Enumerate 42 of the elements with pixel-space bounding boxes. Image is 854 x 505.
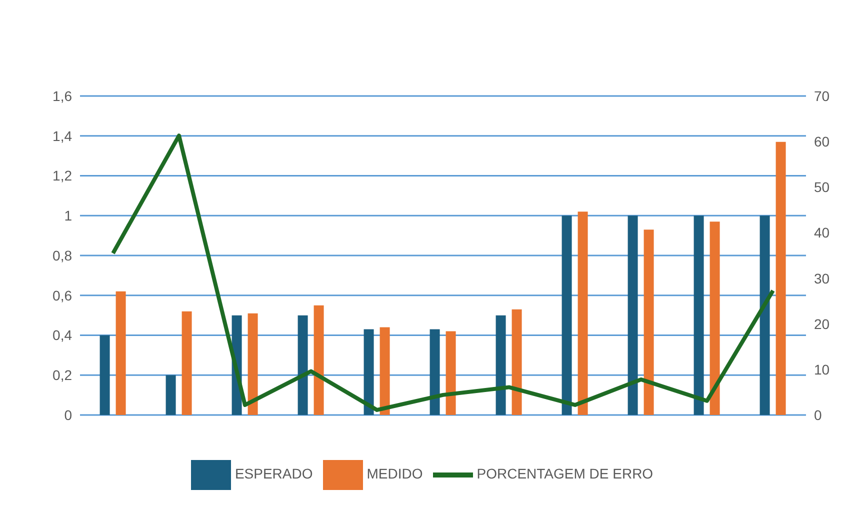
y2-tick-label: 10 — [814, 361, 830, 378]
y-tick-label: 0,2 — [52, 367, 72, 384]
y-tick-label: 0,4 — [52, 327, 72, 344]
y2-tick-label: 30 — [814, 270, 830, 286]
y2-tick-label: 0 — [814, 406, 822, 423]
y2-tick-label: 40 — [814, 224, 830, 241]
bar — [314, 305, 324, 415]
y-tick-label: 1,4 — [52, 128, 72, 144]
bar — [562, 216, 572, 415]
bar — [430, 329, 440, 415]
bar — [578, 212, 588, 415]
bar — [380, 327, 390, 415]
y-tick-label: 1,2 — [52, 168, 72, 184]
y-tick-label: 0 — [64, 406, 72, 423]
bar — [298, 315, 308, 415]
y-tick-label: 1 — [64, 208, 72, 224]
y2-tick-label: 50 — [814, 179, 830, 196]
y-tick-label: 1,6 — [52, 88, 72, 104]
legend-label: MEDIDO — [366, 466, 423, 482]
y-tick-label: 0,8 — [52, 247, 72, 264]
bar — [116, 291, 126, 415]
bar — [182, 311, 192, 415]
legend-label: PORCENTAGEM DE ERRO — [476, 466, 654, 482]
bar — [776, 142, 786, 415]
y2-tick-label: 70 — [814, 88, 830, 104]
legend-label: ESPERADO — [234, 466, 313, 482]
bar — [248, 313, 258, 415]
bar — [628, 216, 638, 415]
bar — [100, 335, 110, 415]
bar — [364, 329, 374, 415]
bar — [166, 375, 176, 415]
bar — [512, 309, 522, 415]
bar — [694, 216, 704, 415]
y-tick-label: 0,6 — [52, 287, 72, 304]
y2-tick-label: 60 — [814, 134, 830, 150]
bar — [760, 216, 770, 415]
bar — [710, 222, 720, 415]
bar — [644, 230, 654, 415]
bar — [496, 315, 506, 415]
line-series — [111, 134, 775, 412]
y2-tick-label: 20 — [814, 316, 830, 332]
bar — [446, 331, 456, 415]
